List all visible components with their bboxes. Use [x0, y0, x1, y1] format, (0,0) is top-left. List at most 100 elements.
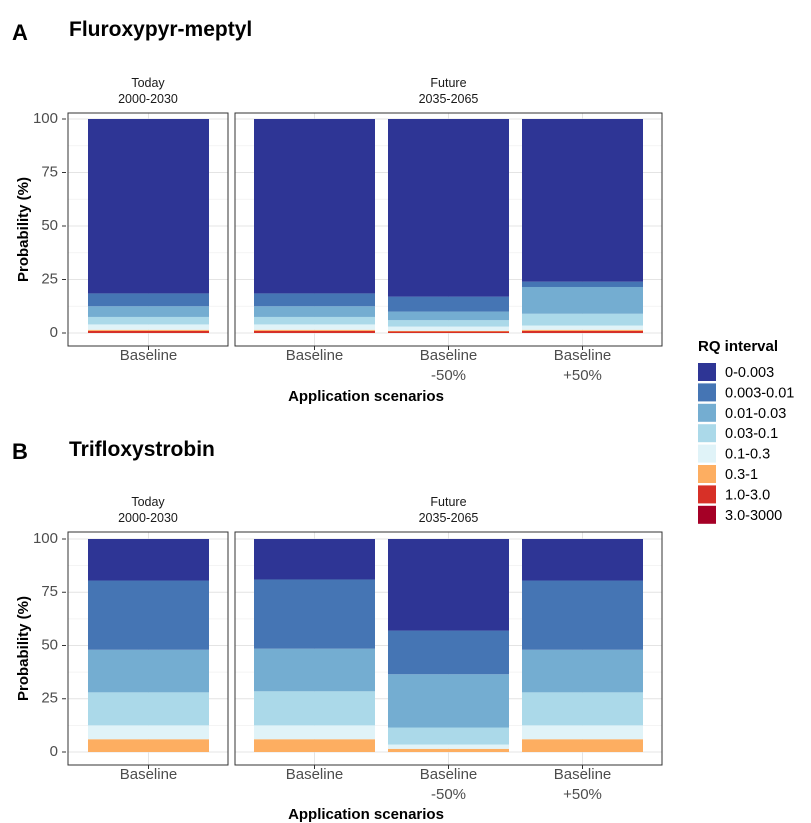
- bar-segment-0.003-0.01: [522, 580, 643, 650]
- facet-strip-label: Today: [131, 495, 165, 509]
- bar-segment-0.3-1: [522, 739, 643, 752]
- bar-segment-0.3-1: [254, 739, 375, 752]
- bar-segment-1.0-3.0: [388, 331, 509, 333]
- bar-segment-0.01-0.03: [254, 306, 375, 317]
- legend-label: 1.0-3.0: [725, 487, 770, 503]
- legend-item: 0.1-0.3: [698, 444, 770, 463]
- legend-item: 0.03-0.1: [698, 424, 778, 443]
- bar-segment-0.3-1: [388, 330, 509, 332]
- stacked-bar: [254, 539, 375, 752]
- facet-border: [67, 531, 229, 766]
- bar-segment-0.01-0.03: [88, 306, 209, 317]
- legend-title: RQ interval: [698, 338, 778, 355]
- bar-segment-0.01-0.03: [388, 674, 509, 728]
- bar-segment-0-0.003: [522, 539, 643, 581]
- x-tick-label: -50%: [431, 367, 466, 384]
- facet-strip-label: Future: [430, 495, 466, 509]
- facet-strip-period: 2000-2030: [118, 92, 178, 106]
- legend-label: 0.1-0.3: [725, 447, 770, 463]
- facet-strip-period: 2035-2065: [419, 92, 479, 106]
- legend-swatch: [698, 444, 716, 463]
- bar-segment-0.03-0.1: [388, 727, 509, 745]
- stacked-bar: [388, 539, 509, 752]
- y-tick-label: 0: [50, 743, 58, 760]
- x-tick-label: Baseline: [554, 347, 612, 364]
- panel-letter: A: [12, 20, 28, 45]
- y-axis-title: Probability (%): [15, 177, 32, 282]
- legend-item: 0-0.003: [698, 363, 774, 381]
- legend-swatch: [698, 403, 716, 422]
- facet-future: Future 2035-2065 Baseline Baseline -50% Basel…: [234, 76, 663, 384]
- bar-segment-0.003-0.01: [522, 281, 643, 287]
- stacked-bar: [88, 119, 209, 333]
- panel-letter: B: [12, 439, 28, 464]
- y-tick-label: 50: [41, 217, 58, 234]
- facet-today: Today 2000-2030 Baseline: [67, 495, 229, 783]
- x-tick-label: +50%: [563, 786, 602, 803]
- bar-segment-0.3-1: [88, 329, 209, 331]
- y-tick-label: 25: [41, 690, 58, 707]
- bar-segment-1.0-3.0: [254, 330, 375, 333]
- panel-b: B Trifloxystrobin Probability (%) 0 25 50 75 10…: [12, 438, 663, 823]
- legend-item: 1.0-3.0: [698, 485, 770, 504]
- facet-border: [234, 112, 663, 347]
- x-tick-label: Baseline: [286, 347, 344, 364]
- legend: RQ interval 0-0.003 0.003-0.01 0.01-0.03 0.0…: [698, 338, 794, 524]
- bar-segment-0.03-0.1: [522, 692, 643, 726]
- bar-segment-0.1-0.3: [522, 325, 643, 330]
- bar-segment-0.1-0.3: [522, 725, 643, 740]
- x-tick-label: Baseline: [286, 766, 344, 783]
- legend-swatch: [698, 485, 716, 504]
- bar-segment-0-0.003: [254, 539, 375, 580]
- bar-segment-0.3-1: [522, 329, 643, 331]
- y-tick-label: 0: [50, 324, 58, 341]
- bar-segment-0-0.003: [388, 119, 509, 297]
- legend-swatch: [698, 424, 716, 443]
- facet-border: [67, 112, 229, 347]
- bar-segment-0.1-0.3: [88, 324, 209, 330]
- x-tick-label: Baseline: [120, 347, 178, 364]
- bar-segment-0-0.003: [254, 119, 375, 294]
- panel-a: A Fluroxypyr-meptyl Probability (%) 0 25 50 75…: [12, 18, 663, 405]
- bar-segment-0.03-0.1: [254, 691, 375, 726]
- x-tick-label: Baseline: [420, 766, 478, 783]
- y-tick-label: 75: [41, 163, 58, 180]
- bar-segment-0.01-0.03: [388, 311, 509, 321]
- bar-segment-0-0.003: [88, 539, 209, 581]
- bar-segment-1.0-3.0: [522, 330, 643, 333]
- facet-strip-period: 2000-2030: [118, 511, 178, 525]
- panel-title: Fluroxypyr-meptyl: [69, 18, 252, 41]
- bar-segment-1.0-3.0: [88, 330, 209, 333]
- bar-segment-0.003-0.01: [388, 296, 509, 312]
- facet-strip-period: 2035-2065: [419, 511, 479, 525]
- x-axis-title: Application scenarios: [288, 806, 444, 823]
- bar-segment-0.1-0.3: [254, 324, 375, 330]
- bar-segment-0.03-0.1: [388, 320, 509, 327]
- x-tick-label: +50%: [563, 367, 602, 384]
- y-tick-label: 50: [41, 636, 58, 653]
- y-axis-title: Probability (%): [15, 596, 32, 701]
- bar-segment-0.03-0.1: [88, 316, 209, 325]
- bar-segment-0.03-0.1: [88, 692, 209, 726]
- bar-segment-0.003-0.01: [88, 293, 209, 307]
- panel-title: Trifloxystrobin: [69, 438, 215, 461]
- legend-swatch: [698, 505, 716, 524]
- stacked-bar: [254, 119, 375, 333]
- legend-swatch: [698, 465, 716, 483]
- legend-label: 0.03-0.1: [725, 426, 778, 442]
- stacked-bar: [88, 539, 209, 752]
- bar-segment-0.1-0.3: [388, 326, 509, 331]
- bar-segment-0-0.003: [388, 539, 509, 631]
- stacked-bar: [522, 539, 643, 752]
- y-tick-label: 75: [41, 583, 58, 600]
- legend-item: 0.003-0.01: [698, 383, 794, 402]
- bar-segment-0.01-0.03: [522, 286, 643, 314]
- y-tick-label: 100: [33, 110, 58, 127]
- legend-swatch: [698, 383, 716, 402]
- bar-segment-0-0.003: [522, 119, 643, 282]
- legend-label: 0.3-1: [725, 467, 758, 483]
- bar-segment-0-0.003: [88, 119, 209, 294]
- facet-strip-label: Today: [131, 76, 165, 90]
- bar-segment-0.003-0.01: [254, 293, 375, 307]
- y-tick-label: 25: [41, 270, 58, 287]
